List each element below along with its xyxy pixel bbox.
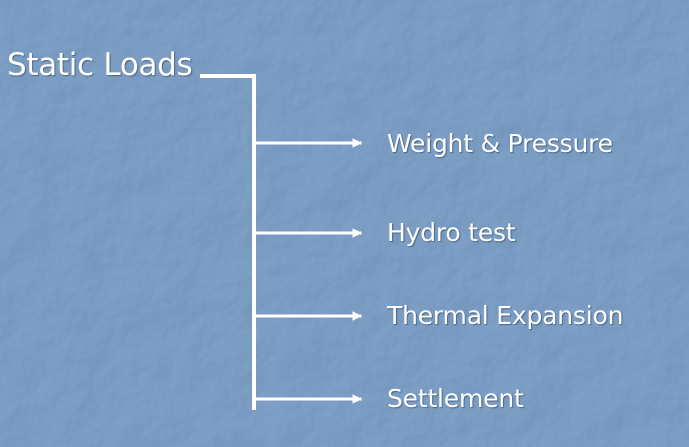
branch-label-settlement: Settlement <box>387 384 524 413</box>
branch-label-weight-pressure: Weight & Pressure <box>387 129 613 158</box>
branch-label-thermal-expansion: Thermal Expansion <box>387 301 624 330</box>
root-node-label: Static Loads <box>7 47 193 83</box>
branch-label-hydro-test: Hydro test <box>387 218 516 247</box>
